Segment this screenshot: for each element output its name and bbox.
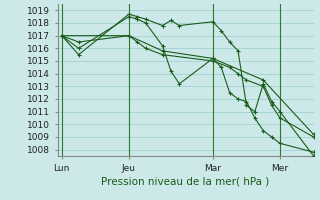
X-axis label: Pression niveau de la mer( hPa ): Pression niveau de la mer( hPa ) xyxy=(101,177,270,187)
